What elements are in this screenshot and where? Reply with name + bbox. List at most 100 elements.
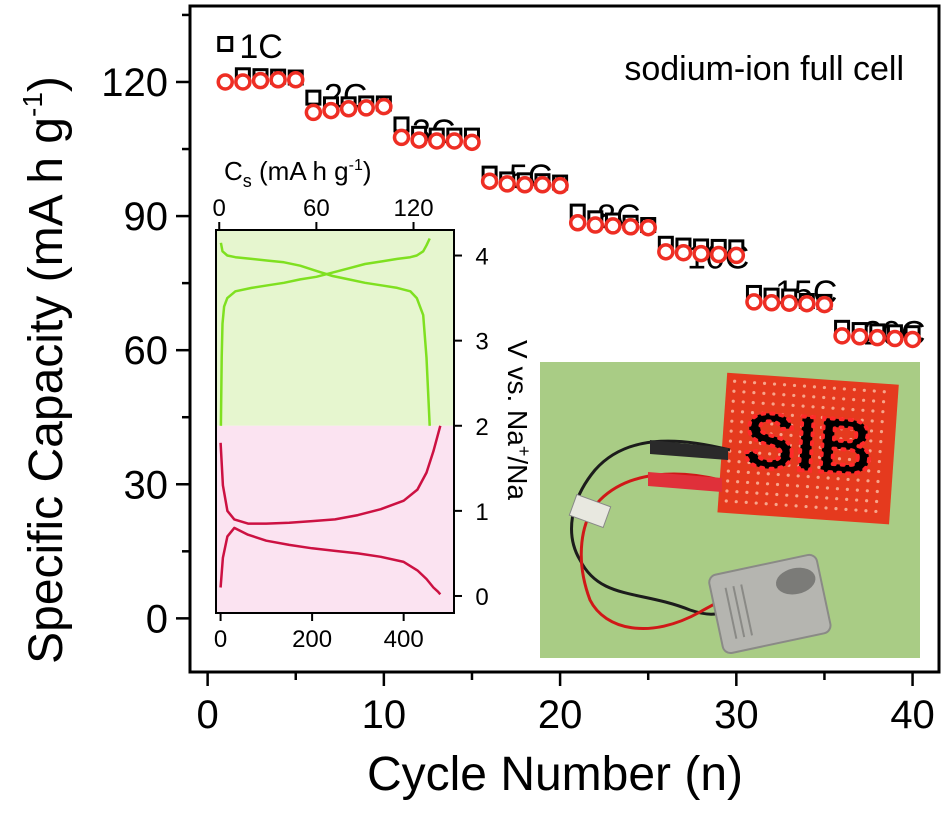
board-hole bbox=[810, 415, 814, 419]
board-hole bbox=[832, 386, 836, 390]
inset-right-tick-label: 0 bbox=[475, 584, 488, 611]
circle-marker bbox=[304, 103, 323, 122]
circle-marker bbox=[903, 330, 922, 349]
circle-marker bbox=[445, 132, 464, 150]
board-hole bbox=[736, 470, 740, 474]
board-hole bbox=[822, 385, 827, 390]
board-hole bbox=[815, 485, 820, 489]
board-hole bbox=[827, 456, 832, 460]
inset-right-tick-label: 4 bbox=[475, 244, 488, 271]
board-hole bbox=[847, 457, 852, 462]
board-hole bbox=[867, 469, 871, 473]
circle-marker bbox=[269, 71, 287, 89]
board-hole bbox=[852, 398, 856, 402]
board-hole bbox=[748, 450, 752, 455]
board-hole bbox=[740, 410, 745, 414]
inset-top-tick-label: 120 bbox=[394, 195, 434, 222]
board-hole bbox=[807, 465, 811, 469]
board-hole bbox=[768, 442, 772, 446]
board-hole bbox=[786, 473, 790, 477]
board-hole bbox=[810, 425, 814, 429]
board-hole bbox=[874, 499, 879, 504]
square-marker bbox=[217, 35, 234, 52]
board-hole bbox=[856, 478, 860, 482]
circle-marker bbox=[780, 294, 798, 312]
board-hole bbox=[737, 460, 741, 464]
board-hole bbox=[725, 489, 729, 493]
x-axis-label: Cycle Number (n) bbox=[367, 748, 743, 801]
board-hole bbox=[821, 405, 825, 410]
board-hole bbox=[809, 435, 813, 439]
inset-right-tick-label: 2 bbox=[475, 414, 488, 441]
board-hole bbox=[881, 410, 885, 414]
board-hole bbox=[795, 494, 799, 498]
board-hole bbox=[785, 483, 790, 487]
board-hole bbox=[808, 445, 812, 449]
board-hole bbox=[752, 391, 756, 395]
board-hole bbox=[827, 466, 831, 470]
board-hole bbox=[792, 393, 796, 398]
circle-marker bbox=[463, 133, 481, 152]
board-hole bbox=[741, 400, 745, 404]
board-hole bbox=[871, 409, 875, 413]
circle-marker bbox=[498, 175, 516, 193]
circle-marker bbox=[674, 243, 693, 262]
circle-marker bbox=[392, 128, 411, 147]
board-hole bbox=[726, 479, 730, 483]
board-hole bbox=[840, 417, 844, 421]
board-hole bbox=[739, 430, 743, 434]
board-hole bbox=[855, 498, 859, 502]
board-hole bbox=[735, 490, 739, 494]
board-hole bbox=[755, 491, 759, 495]
board-hole bbox=[862, 388, 866, 392]
board-hole bbox=[776, 472, 780, 477]
board-hole bbox=[807, 455, 812, 459]
board-hole bbox=[849, 427, 854, 432]
board-hole bbox=[769, 432, 773, 436]
board-hole bbox=[778, 443, 782, 447]
circle-marker bbox=[339, 100, 358, 118]
board-hole bbox=[865, 489, 869, 493]
board-hole bbox=[799, 434, 803, 438]
board-hole bbox=[811, 405, 815, 409]
circle-marker bbox=[886, 329, 904, 348]
inset-top-axis-label: Cs (mA h g-1) bbox=[224, 156, 372, 191]
board-hole bbox=[830, 426, 834, 430]
x-tick-label: 40 bbox=[890, 693, 935, 737]
board-hole bbox=[734, 500, 738, 504]
inset-curves bbox=[219, 237, 442, 596]
board-hole bbox=[847, 467, 851, 472]
board-hole bbox=[787, 463, 791, 467]
battery-holder bbox=[708, 553, 832, 655]
board-hole bbox=[869, 439, 873, 443]
board-hole bbox=[838, 447, 842, 451]
circle-marker bbox=[868, 328, 887, 347]
board-hole bbox=[835, 487, 839, 491]
circle-marker bbox=[639, 218, 657, 237]
board-hole bbox=[746, 480, 750, 485]
board-hole bbox=[876, 479, 880, 484]
board-hole bbox=[825, 496, 829, 500]
main-axis-ticks bbox=[176, 13, 914, 686]
board-hole bbox=[859, 438, 863, 442]
board-hole bbox=[805, 485, 810, 489]
board-hole bbox=[748, 440, 753, 445]
square-marker bbox=[305, 89, 322, 106]
circle-marker bbox=[568, 214, 587, 232]
board-hole bbox=[762, 391, 766, 395]
inset-curve bbox=[219, 425, 442, 525]
main-plot-frame bbox=[188, 4, 941, 674]
board-hole bbox=[817, 465, 821, 469]
board-hole bbox=[825, 486, 830, 490]
board-hole bbox=[747, 460, 751, 465]
board-hole bbox=[822, 395, 826, 400]
circle-marker bbox=[322, 101, 340, 120]
circle-marker bbox=[709, 245, 728, 264]
board-hole bbox=[882, 390, 886, 394]
board-hole bbox=[848, 447, 852, 452]
inset-axis-ticks: 0 200 400 0 60 120 0 1 2 3 4 bbox=[213, 195, 489, 653]
board-hole bbox=[831, 406, 835, 410]
board-hole bbox=[855, 488, 859, 492]
board-hole bbox=[835, 497, 839, 501]
